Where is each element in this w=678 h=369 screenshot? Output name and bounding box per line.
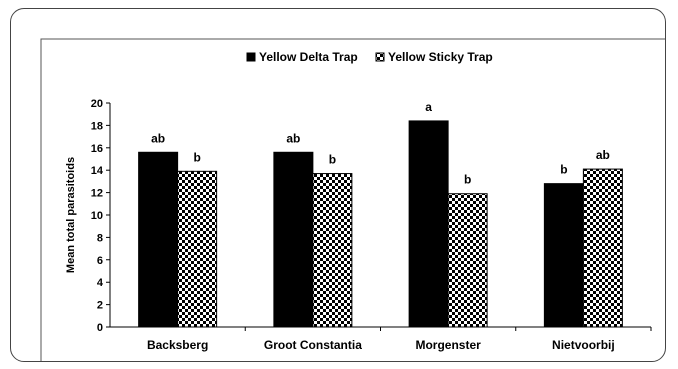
bar-chart: Yellow Delta Trap Yellow Sticky Trap 0 2 4 6…	[40, 38, 665, 361]
significance-label: b	[560, 163, 567, 177]
legend-swatch	[246, 52, 256, 62]
y-axis-label: Mean total parasitoids	[65, 157, 77, 273]
bar-delta	[273, 151, 314, 328]
x-category-label: Morgenster	[415, 338, 481, 352]
legend: Yellow Delta Trap Yellow Sticky Trap	[246, 50, 493, 64]
plot-area-border	[40, 38, 665, 361]
figure-card: Yellow Delta Trap Yellow Sticky Trap 0 2 4 6…	[10, 8, 666, 362]
bar-delta	[543, 183, 584, 328]
x-category-label: Nietvoorbij	[552, 338, 615, 352]
bar-sticky	[177, 170, 218, 328]
bar-sticky	[447, 193, 488, 328]
y-tick-label: 20	[91, 98, 103, 110]
bar-delta	[138, 151, 179, 328]
y-tick-label: 16	[91, 143, 103, 155]
significance-label: ab	[596, 148, 610, 162]
y-tick-label: 18	[91, 120, 103, 132]
significance-label: b	[329, 153, 336, 167]
legend-label: Yellow Delta Trap	[259, 50, 358, 64]
y-tick-label: 12	[91, 188, 103, 200]
bar-sticky	[582, 168, 623, 328]
y-tick-label: 14	[91, 165, 104, 177]
axes: 0 2 4 6 8 10 12 14 16 18 20 Mean total parasitoids B…	[65, 98, 652, 352]
significance-label: a	[425, 100, 432, 114]
significance-label: b	[464, 173, 471, 187]
x-category-label: Backsberg	[147, 338, 208, 352]
y-tick-label: 6	[97, 255, 103, 267]
significance-label: ab	[286, 131, 300, 145]
bar-sticky	[312, 173, 353, 328]
legend-swatch	[375, 52, 385, 62]
significance-label: ab	[151, 131, 165, 145]
y-tick-label: 10	[91, 210, 103, 222]
y-tick-label: 0	[97, 322, 103, 334]
y-tick-label: 8	[97, 232, 103, 244]
y-tick-label: 4	[97, 277, 104, 289]
bar-delta	[408, 120, 449, 328]
significance-label: b	[193, 150, 200, 164]
x-category-label: Groot Constantia	[264, 338, 362, 352]
legend-label: Yellow Sticky Trap	[388, 50, 493, 64]
y-tick-label: 2	[97, 300, 103, 312]
